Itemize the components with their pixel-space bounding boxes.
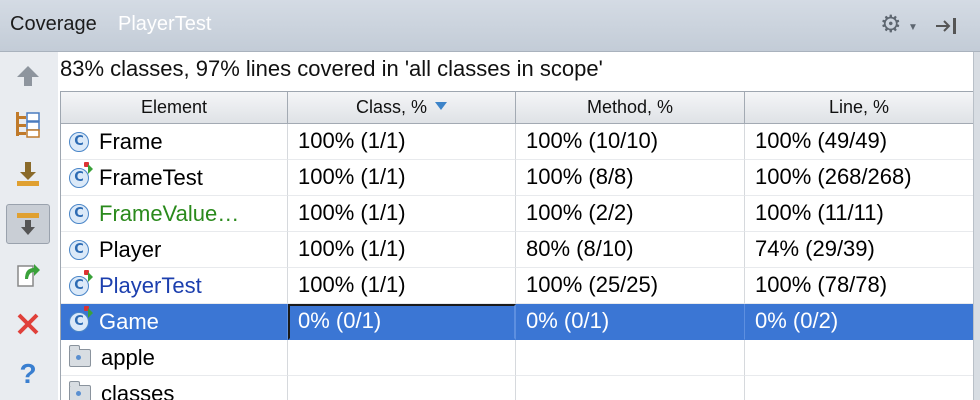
table-row[interactable]: C Frame 100% (1/1) 100% (10/10) 100% (49… <box>61 124 973 160</box>
method-coverage-cell: 100% (10/10) <box>516 124 745 160</box>
method-coverage-cell <box>516 376 745 400</box>
class-coverage-cell <box>288 376 516 400</box>
up-arrow-icon <box>17 66 39 86</box>
table-row[interactable]: classes <box>61 376 973 400</box>
line-coverage-cell <box>745 376 973 400</box>
column-header-method[interactable]: Method, % <box>516 92 745 124</box>
table-row[interactable]: C PlayerTest 100% (1/1) 100% (25/25) 100… <box>61 268 973 304</box>
class-icon: C <box>69 203 89 224</box>
element-name: FrameTest <box>99 164 203 190</box>
element-name: PlayerTest <box>99 272 202 298</box>
class-coverage-cell <box>288 340 516 376</box>
gear-icon[interactable]: ⚙ <box>880 11 902 38</box>
package-folder-icon <box>68 380 91 400</box>
element-name: Frame <box>99 128 163 154</box>
import-icon <box>17 162 39 186</box>
panel-edge <box>973 52 980 400</box>
line-coverage-cell: 100% (49/49) <box>745 124 973 160</box>
method-coverage-cell: 80% (8/10) <box>516 232 745 268</box>
class-coverage-cell: 100% (1/1) <box>288 124 516 160</box>
table-row-selected[interactable]: C Game 0% (0/1) 0% (0/1) 0% (0/2) <box>61 304 973 340</box>
element-name: classes <box>101 380 175 400</box>
class-coverage-cell: 100% (1/1) <box>288 232 516 268</box>
table-row[interactable]: C Player 100% (1/1) 80% (8/10) 74% (29/3… <box>61 232 973 268</box>
table-row[interactable]: apple <box>61 340 973 376</box>
line-coverage-cell <box>745 340 973 376</box>
column-header-line[interactable]: Line, % <box>745 92 973 124</box>
element-cell: C FrameTest <box>61 160 288 196</box>
test-class-icon: C <box>69 305 93 332</box>
window-title: Coverage <box>10 13 97 35</box>
autoscroll-icon <box>17 213 39 235</box>
element-cell: C Player <box>61 232 288 268</box>
class-icon: C <box>69 131 89 152</box>
export-icon <box>17 264 40 287</box>
flatten-packages-button[interactable] <box>6 104 50 144</box>
column-header-element[interactable]: Element <box>61 92 288 124</box>
element-cell: C PlayerTest <box>61 268 288 304</box>
column-header-label: Line, % <box>828 97 890 117</box>
column-header-class[interactable]: Class, % <box>288 92 516 124</box>
package-folder-icon <box>68 344 91 367</box>
element-name: apple <box>101 344 155 370</box>
element-cell: C Frame <box>61 124 288 160</box>
element-cell: apple <box>61 340 288 376</box>
element-name: FrameValue… <box>99 200 240 226</box>
close-icon <box>17 313 39 335</box>
class-coverage-cell: 100% (1/1) <box>288 160 516 196</box>
line-coverage-cell: 100% (268/268) <box>745 160 973 196</box>
method-coverage-cell: 100% (8/8) <box>516 160 745 196</box>
test-class-icon: C <box>69 161 93 188</box>
element-cell: classes <box>61 376 288 400</box>
close-button[interactable] <box>6 304 50 344</box>
import-button[interactable] <box>6 154 50 194</box>
class-coverage-cell[interactable]: 0% (0/1) <box>288 304 516 340</box>
table-row[interactable]: C FrameValue… 100% (1/1) 100% (2/2) 100%… <box>61 196 973 232</box>
class-icon: C <box>69 239 89 260</box>
method-coverage-cell <box>516 340 745 376</box>
window-subtitle: PlayerTest <box>118 13 212 35</box>
element-name: Player <box>99 236 162 262</box>
autoscroll-button[interactable] <box>6 204 50 244</box>
line-coverage-cell: 74% (29/39) <box>745 232 973 268</box>
coverage-toolbar: ? <box>0 52 58 400</box>
line-coverage-cell: 0% (0/2) <box>745 304 973 340</box>
method-coverage-cell: 0% (0/1) <box>516 304 745 340</box>
line-coverage-cell: 100% (78/78) <box>745 268 973 304</box>
column-header-label: Class, % <box>355 97 427 117</box>
hide-panel-icon[interactable] <box>934 15 960 37</box>
line-coverage-cell: 100% (11/11) <box>745 196 973 232</box>
coverage-table: Element Class, % Method, % Line, % C Fra… <box>60 91 973 400</box>
coverage-summary: 83% classes, 97% lines covered in 'all c… <box>60 56 603 81</box>
table-row[interactable]: C FrameTest 100% (1/1) 100% (8/8) 100% (… <box>61 160 973 196</box>
class-coverage-cell: 100% (1/1) <box>288 196 516 232</box>
element-name: Game <box>99 308 159 334</box>
chevron-down-icon[interactable]: ▼ <box>908 22 918 33</box>
flatten-packages-icon <box>16 112 40 138</box>
column-header-label: Element <box>140 97 208 117</box>
help-icon[interactable]: ? <box>19 358 37 389</box>
element-cell: C FrameValue… <box>61 196 288 232</box>
class-coverage-cell: 100% (1/1) <box>288 268 516 304</box>
method-coverage-cell: 100% (25/25) <box>516 268 745 304</box>
sort-descending-icon <box>435 102 447 111</box>
element-cell: C Game <box>61 304 288 340</box>
test-class-icon: C <box>69 269 93 296</box>
export-button[interactable] <box>6 254 50 294</box>
go-up-button[interactable] <box>6 56 50 96</box>
method-coverage-cell: 100% (2/2) <box>516 196 745 232</box>
column-header-label: Method, % <box>586 97 674 117</box>
tool-window-header: Coverage PlayerTest ⚙ ▼ <box>0 0 980 52</box>
